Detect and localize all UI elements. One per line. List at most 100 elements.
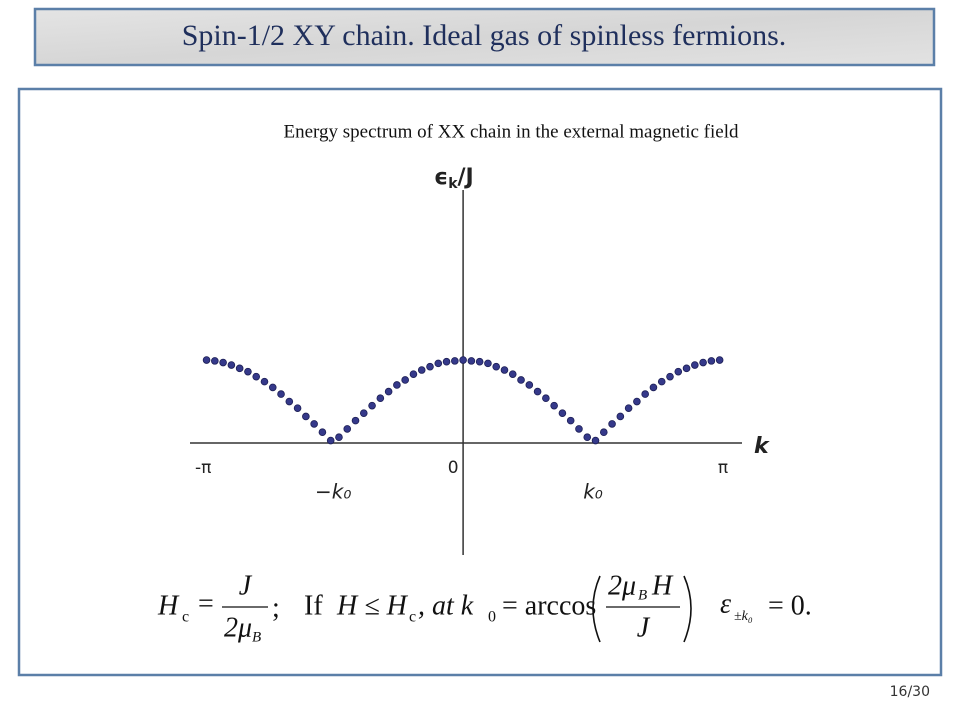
data-point <box>442 357 451 366</box>
data-point <box>335 433 343 442</box>
x-tick-label: π <box>718 458 728 478</box>
data-point <box>409 370 418 378</box>
data-point <box>525 381 534 389</box>
title-box <box>33 7 936 67</box>
data-point <box>211 357 219 365</box>
data-point <box>318 428 327 437</box>
right-paren <box>683 575 692 643</box>
data-point <box>401 376 409 384</box>
data-point <box>368 401 376 410</box>
data-point <box>235 364 244 373</box>
data-point <box>674 367 683 376</box>
formula-end: ; <box>272 592 280 623</box>
data-point <box>608 420 616 428</box>
formula-eq: = arccos <box>502 590 596 621</box>
data-point <box>666 372 674 381</box>
formula-eq: = <box>198 588 214 619</box>
data-point <box>707 357 716 365</box>
slide-title: Spin-1/2 XY chain. Ideal gas of spinless… <box>182 19 787 52</box>
data-point <box>260 377 269 386</box>
data-point <box>699 358 707 367</box>
data-point <box>682 364 691 373</box>
data-point <box>343 425 352 433</box>
data-point <box>393 381 401 389</box>
formula: H c = J 2μ B ; If H ≤ H c , at k 0 = arc… <box>157 570 812 645</box>
data-point <box>558 409 567 417</box>
x-tick-label: 0 <box>448 458 459 478</box>
content-box <box>17 87 943 677</box>
formula-at-sub: 0 <box>488 609 496 626</box>
data-point <box>624 404 633 412</box>
formula-at: , at k <box>418 590 474 621</box>
data-point <box>649 383 658 392</box>
data-point <box>434 359 443 368</box>
data-point <box>244 367 252 376</box>
data-point <box>417 366 426 374</box>
data-point <box>293 404 302 412</box>
x-axis-label: k <box>754 434 770 459</box>
data-point <box>268 383 277 392</box>
y-label-sub: k <box>448 176 458 192</box>
formula-sub: c <box>182 609 189 626</box>
data-point <box>616 412 625 421</box>
y-label-tail: /J <box>458 165 474 190</box>
formula-if: If <box>304 590 323 621</box>
formula-lhs: H ≤ H <box>336 590 409 621</box>
data-point <box>351 416 360 425</box>
data-point <box>691 361 699 369</box>
formula-den: J <box>637 612 651 643</box>
data-point <box>715 356 724 364</box>
data-point <box>583 433 592 442</box>
formula-num-tail: H <box>651 570 674 601</box>
x-tick-label: -π <box>195 458 211 478</box>
formula-num-sub: B <box>638 587 647 603</box>
data-point <box>517 376 525 384</box>
data-point <box>310 420 318 428</box>
formula-num: J <box>239 570 253 601</box>
formula-symbol: ε <box>720 588 731 619</box>
formula-sub: ±k₀ <box>734 609 753 624</box>
data-point <box>508 370 517 378</box>
data-point <box>285 397 294 406</box>
x-tick-label: −k₀ <box>315 480 351 504</box>
data-point <box>376 394 385 403</box>
data-point <box>633 397 641 406</box>
data-point <box>384 387 393 396</box>
formula-symbol: H <box>157 590 180 621</box>
formula-lhs-sub: c <box>409 609 416 626</box>
data-point <box>202 356 211 364</box>
data-point <box>451 357 459 365</box>
data-point <box>484 359 492 368</box>
formula-tail: = 0. <box>768 590 812 621</box>
formula-den-sub: B <box>252 629 261 645</box>
y-label-symbol: ϵ <box>434 165 448 190</box>
data-point <box>219 358 227 367</box>
data-point <box>326 436 335 445</box>
data-point <box>492 362 501 371</box>
data-point <box>302 412 310 421</box>
y-axis-label: ϵk/J <box>434 165 474 192</box>
data-point <box>426 362 434 371</box>
left-paren <box>592 575 601 643</box>
data-point <box>641 390 649 398</box>
data-point <box>657 377 666 386</box>
data-point <box>550 401 558 410</box>
data-point <box>591 436 600 445</box>
data-point <box>252 372 261 381</box>
data-point <box>533 387 542 396</box>
chart-title: Energy spectrum of XX chain in the exter… <box>284 121 739 142</box>
data-point <box>542 394 550 403</box>
formula-den: 2μ <box>224 612 252 643</box>
data-point <box>566 416 575 425</box>
data-point <box>459 356 467 364</box>
data-point <box>500 366 509 374</box>
data-point <box>467 357 476 365</box>
data-point <box>575 425 583 433</box>
data-point <box>227 361 236 369</box>
data-point <box>475 357 484 366</box>
page-number: 16/30 <box>890 684 930 700</box>
data-point <box>359 409 368 417</box>
data-point <box>277 390 285 398</box>
